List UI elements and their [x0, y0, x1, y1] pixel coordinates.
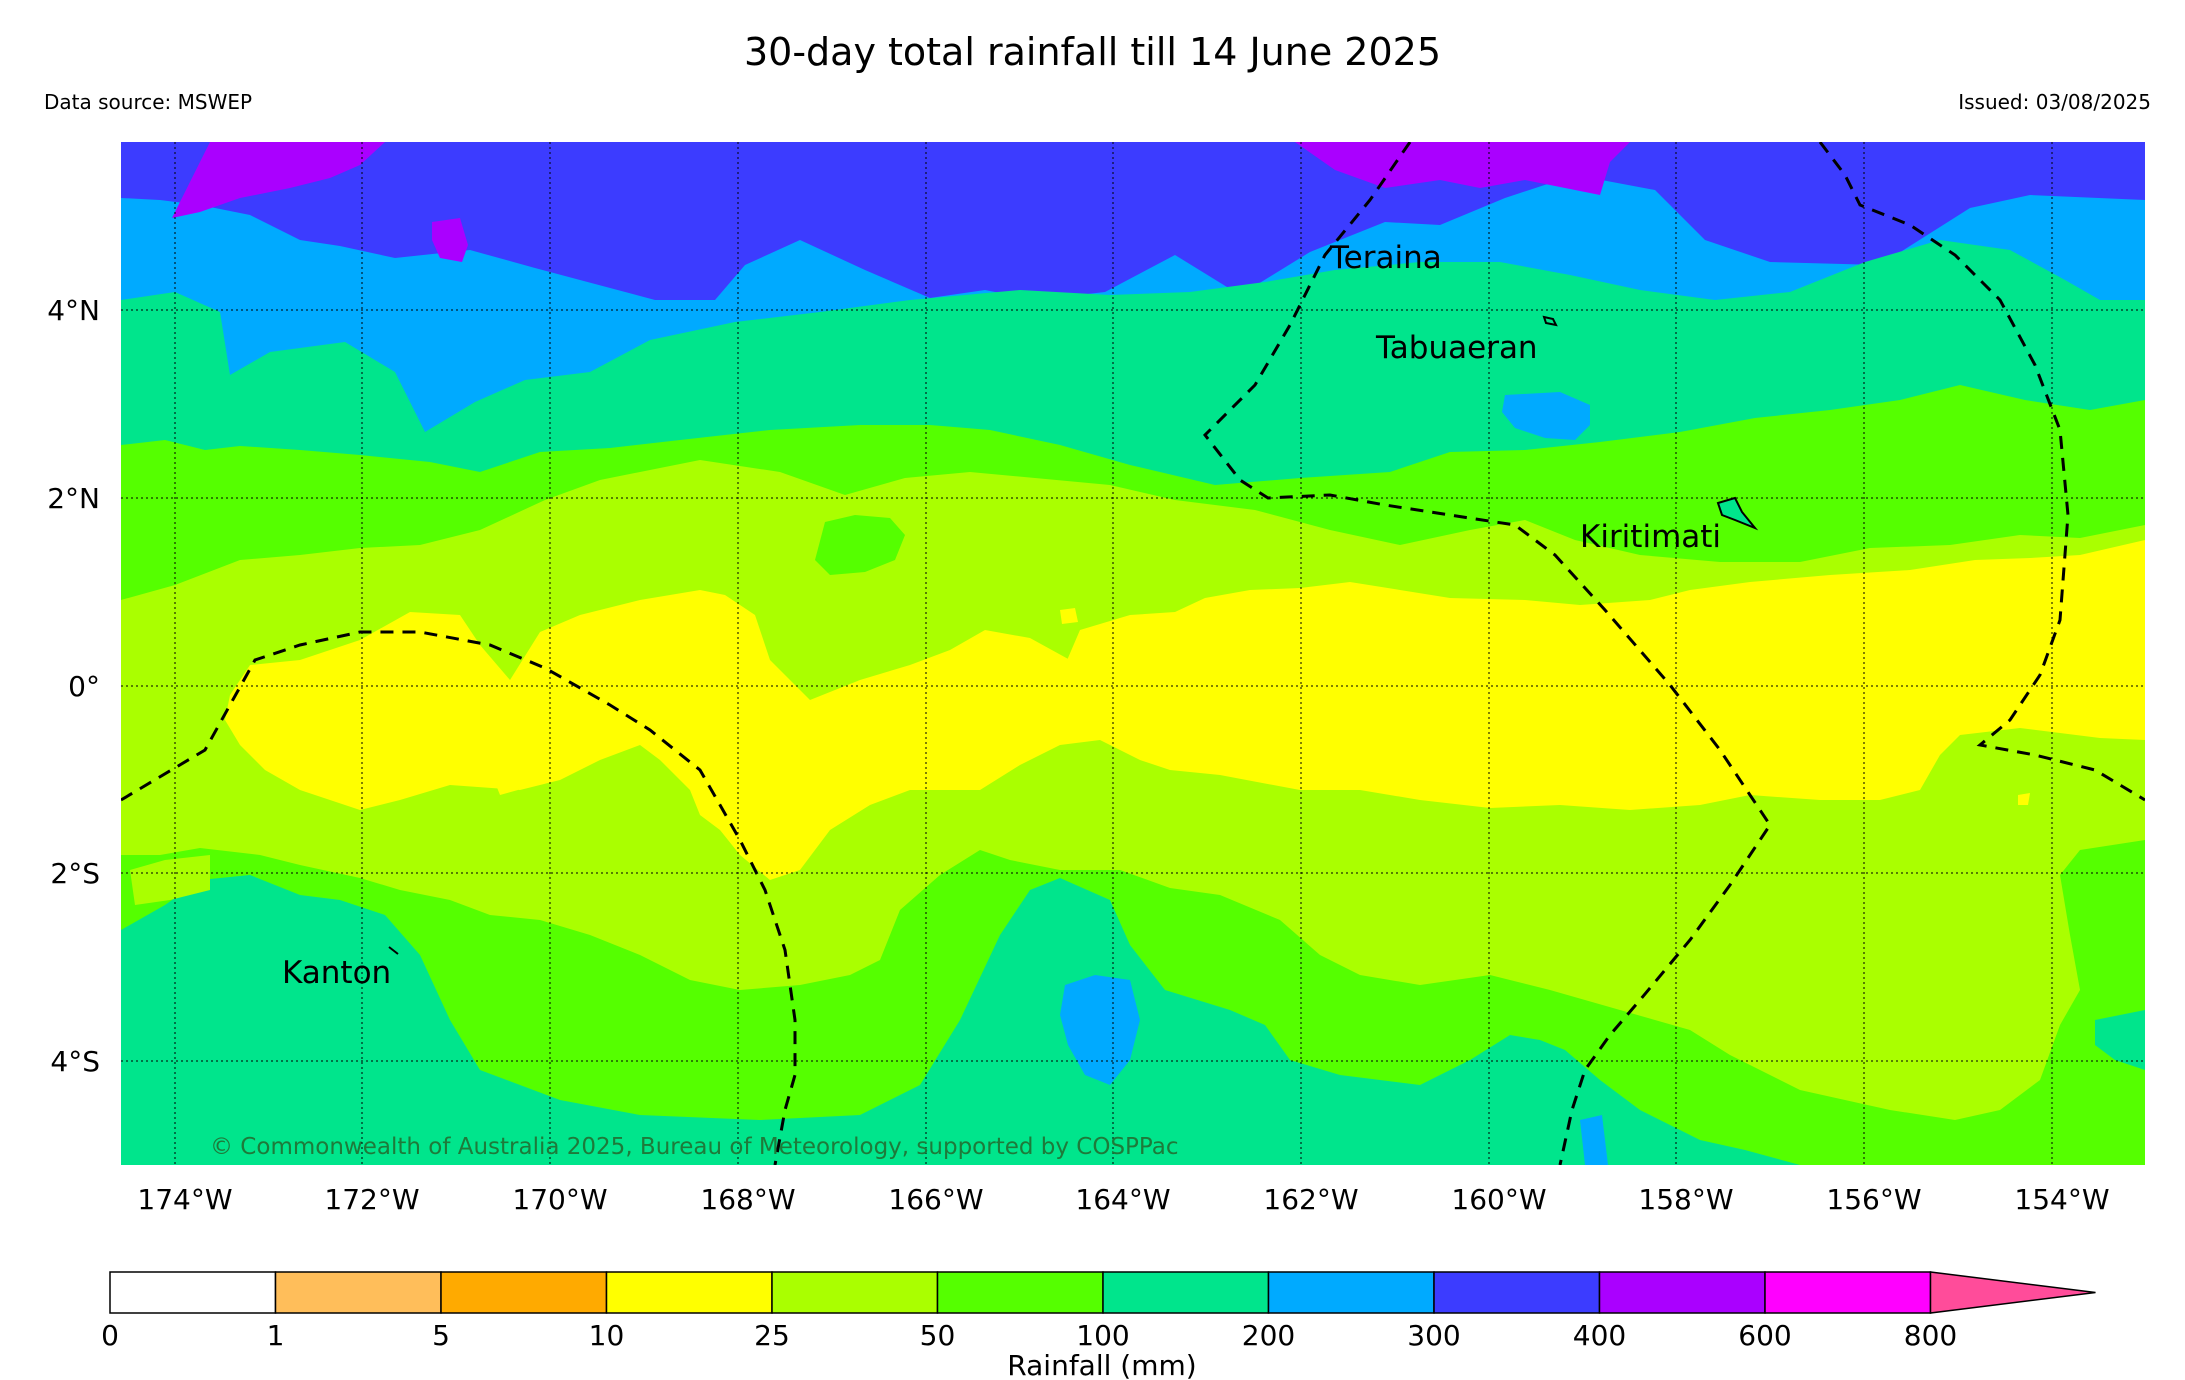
colorbar-swatch: [274, 1271, 442, 1314]
lon-tick-172w: 172°W: [324, 1183, 419, 1216]
lon-tick-154w: 154°W: [2014, 1183, 2109, 1216]
lat-tick-eq: 0°: [68, 670, 100, 703]
island-label-tabuaeran: Tabuaeran: [1375, 330, 1538, 366]
zone-50-100-cell: [815, 515, 905, 575]
zone-100-200-se: [2095, 1010, 2145, 1070]
colorbar-swatch: [605, 1271, 773, 1314]
colorbar-tick-label: 400: [1573, 1319, 1626, 1352]
map-title: 30-day total rainfall till 14 June 2025: [743, 30, 1442, 74]
zone-200-300-tabuaeran: [1502, 392, 1590, 440]
colorbar-swatch: [109, 1271, 277, 1314]
zone-400-600-nw: [172, 142, 385, 218]
lon-tick-160w: 160°W: [1451, 1183, 1546, 1216]
island-label-kiritimati: Kiritimati: [1580, 519, 1721, 555]
lon-tick-174w: 174°W: [137, 1183, 232, 1216]
colorbar-tick-label: 0: [101, 1319, 119, 1352]
zone-10-25-cell-e: [2018, 793, 2030, 805]
colorbar-tick-label: 50: [920, 1319, 956, 1352]
lat-tick-2n: 2°N: [47, 482, 100, 515]
colorbar-tick-label: 800: [1904, 1319, 1957, 1352]
colorbar-tick-label: 1: [267, 1319, 285, 1352]
data-source-label: Data source: MSWEP: [44, 90, 253, 114]
zone-300-400-top: [121, 142, 2145, 300]
lon-tick-168w: 168°W: [700, 1183, 795, 1216]
lat-tick-2s: 2°S: [50, 857, 100, 890]
colorbar-tick-label: 10: [589, 1319, 625, 1352]
longitude-labels: 174°W 172°W 170°W 168°W 166°W 164°W 162°…: [137, 1183, 2109, 1216]
colorbar-label: Rainfall (mm): [1007, 1349, 1196, 1380]
colorbar-swatch: [936, 1271, 1104, 1314]
tabuaeran-island-outline: [1542, 315, 1558, 327]
colorbar-tick-label: 600: [1738, 1319, 1791, 1352]
zone-400-600-n: [1295, 142, 1630, 195]
colorbar-swatch: [440, 1271, 608, 1314]
colorbar-tick-label: 5: [432, 1319, 450, 1352]
colorbar-swatch: [771, 1271, 939, 1314]
island-label-kanton: Kanton: [282, 955, 391, 991]
island-label-teraina: Teraina: [1329, 240, 1442, 276]
lat-tick-4s: 4°S: [50, 1045, 100, 1078]
zone-100-200-south: [121, 875, 1800, 1165]
zone-200-300-cell-s1: [1060, 975, 1140, 1085]
latitude-labels: 4°N 2°N 0° 2°S 4°S: [47, 294, 100, 1078]
eez-boundary-phoenix: [121, 630, 797, 1165]
eez-boundary-east: [1818, 142, 2145, 802]
colorbar: 0 1 5 10 25 50 100 200 300 400 600 800: [101, 1271, 2096, 1352]
zone-400-600-cell: [432, 218, 468, 262]
eez-boundaries: [121, 142, 2145, 1165]
lon-tick-166w: 166°W: [888, 1183, 983, 1216]
colorbar-tick-label: 100: [1076, 1319, 1129, 1352]
colorbar-swatch: [1267, 1271, 1435, 1314]
colorbar-swatch: [1598, 1271, 1766, 1314]
colorbar-tick-label: 25: [754, 1319, 790, 1352]
rainfall-field: [121, 142, 2145, 1165]
zone-25-50-cell-w: [130, 855, 210, 905]
colorbar-swatch: [1102, 1271, 1270, 1314]
zone-10-25-cell-w2: [1060, 608, 1078, 624]
colorbar-tick-label: 200: [1242, 1319, 1295, 1352]
kanton-island-outline: [388, 946, 399, 955]
graticule: [121, 142, 2145, 1165]
colorbar-swatch: [1764, 1271, 1932, 1314]
zone-200-300-cell-s2: [1580, 1115, 1608, 1165]
lon-tick-158w: 158°W: [1638, 1183, 1733, 1216]
lon-tick-156w: 156°W: [1826, 1183, 1921, 1216]
issued-date-label: Issued: 03/08/2025: [1958, 90, 2151, 114]
eez-boundary-line-islands: [1203, 142, 1772, 1165]
lon-tick-164w: 164°W: [1075, 1183, 1170, 1216]
copyright-notice: © Commonwealth of Australia 2025, Bureau…: [210, 1134, 1179, 1160]
kiritimati-island-outline: [1716, 496, 1759, 531]
colorbar-tick-label: 300: [1407, 1319, 1460, 1352]
lon-tick-170w: 170°W: [512, 1183, 607, 1216]
colorbar-extend-arrow: [1929, 1271, 2096, 1314]
zone-10-25: [225, 540, 2145, 880]
lon-tick-162w: 162°W: [1263, 1183, 1358, 1216]
lat-tick-4n: 4°N: [47, 294, 100, 327]
colorbar-swatch: [1433, 1271, 1601, 1314]
zone-10-25-cell-w1: [490, 765, 518, 795]
